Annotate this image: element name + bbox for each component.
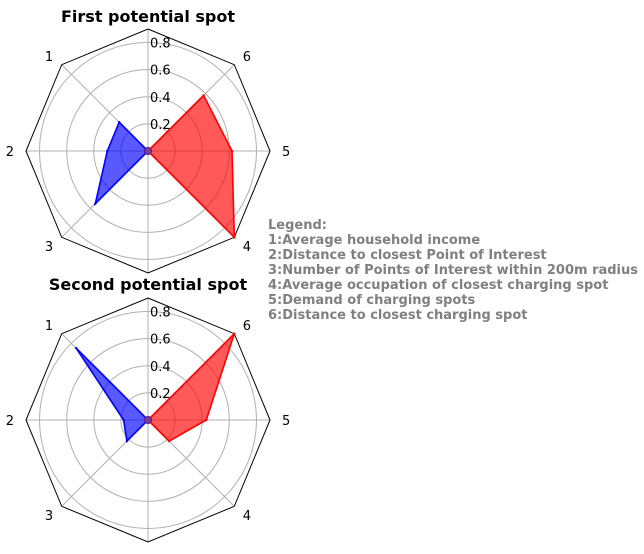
- legend-line-4: 4:Average occupation of closest charging…: [268, 278, 608, 293]
- data-point: [230, 149, 234, 153]
- legend-line-6: 6:Distance to closest charging spot: [268, 308, 528, 323]
- axis-label-1: 1: [45, 319, 53, 334]
- axis-label-4: 4: [243, 240, 251, 255]
- axis-label-5: 5: [282, 414, 290, 429]
- data-point: [74, 346, 78, 350]
- data-point: [167, 439, 171, 443]
- data-point: [118, 121, 121, 124]
- radial-tick-label: 0.4: [150, 360, 171, 375]
- axis-label-4: 4: [243, 509, 251, 524]
- legend-line-3: 3:Number of Points of Interest within 20…: [268, 263, 638, 278]
- radial-tick-label: 0.8: [150, 306, 171, 321]
- data-point: [125, 439, 129, 443]
- axis-label-3: 3: [45, 240, 53, 255]
- axis-label-1: 1: [45, 50, 53, 65]
- center-point: [144, 147, 152, 155]
- data-point: [94, 202, 97, 205]
- data-point: [233, 332, 236, 335]
- axis-label-5: 5: [282, 145, 290, 160]
- radial-tick-label: 0.4: [150, 91, 171, 106]
- legend-heading: Legend:: [268, 218, 327, 233]
- center-point: [144, 416, 152, 424]
- radial-tick-label: 0.2: [150, 118, 171, 133]
- radial-tick-label: 0.2: [150, 387, 171, 402]
- data-point: [122, 418, 125, 422]
- axis-label-2: 2: [6, 145, 14, 160]
- axis-label-2: 2: [6, 414, 14, 429]
- chart-frame: [25, 297, 271, 543]
- chart-title: Second potential spot: [49, 275, 248, 294]
- series-area-0: [93, 120, 150, 207]
- radar-chart-first-spot: First potential spot 0.2 0.4 0.6 0.8 1 2 3 4 5 6: [6, 7, 290, 274]
- radial-tick-label: 0.6: [150, 64, 171, 79]
- legend-line-2: 2:Distance to closest Point of Interest: [268, 248, 547, 263]
- data-point: [205, 418, 208, 422]
- chart-frame: [25, 28, 271, 274]
- radial-tick-label: 0.6: [150, 333, 171, 348]
- radial-tick-label: 0.8: [150, 37, 171, 52]
- radar-chart-second-spot: Second potential spot 0.2 0.4 0.6 0.8 1 2 3 4 5 6: [6, 275, 290, 543]
- legend-line-1: 1:Average household income: [268, 233, 480, 248]
- axis-label-6: 6: [243, 319, 251, 334]
- axis-label-6: 6: [243, 50, 251, 65]
- data-point: [202, 94, 205, 97]
- data-point: [233, 236, 236, 239]
- axis-label-3: 3: [45, 509, 53, 524]
- chart-title: First potential spot: [61, 7, 235, 26]
- legend: Legend: 1:Average household income 2:Dis…: [268, 218, 638, 323]
- legend-line-5: 5:Demand of charging spots: [268, 293, 476, 308]
- data-point: [106, 149, 109, 153]
